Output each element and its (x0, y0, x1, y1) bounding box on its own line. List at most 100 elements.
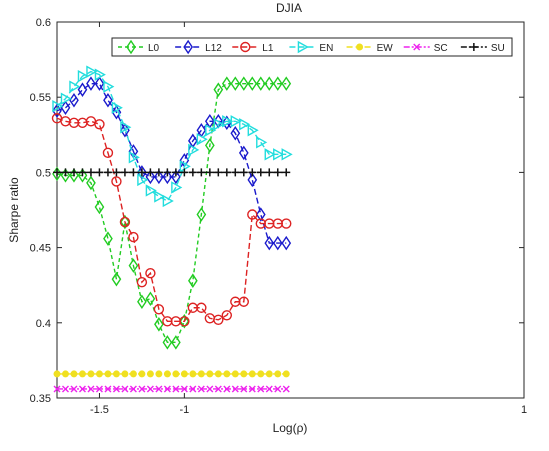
point-l12 (69, 92, 79, 108)
point-ew (248, 370, 256, 378)
point-l0 (77, 168, 88, 183)
legend-label: SU (491, 43, 505, 54)
point-en (264, 148, 276, 161)
point-en (188, 143, 200, 157)
point-l0 (69, 168, 79, 183)
point-ew (112, 370, 120, 378)
point-en (69, 80, 81, 93)
point-l0 (60, 168, 71, 183)
point-l1 (119, 216, 131, 228)
point-l1 (128, 231, 139, 243)
legend-item-l0: L0 (118, 39, 160, 55)
x-tick-label: 1 (521, 404, 527, 416)
point-su (69, 168, 78, 177)
point-su (53, 168, 61, 177)
point-l0 (281, 76, 292, 91)
legend-label: SC (434, 43, 448, 54)
point-sc (223, 385, 231, 393)
point-l12 (52, 103, 62, 118)
point-sc (282, 385, 290, 393)
point-l0 (255, 76, 266, 91)
legend-marker (413, 43, 421, 51)
point-l0 (272, 76, 283, 91)
point-sc (146, 385, 154, 393)
point-l12 (238, 145, 249, 161)
legend-label: L0 (148, 43, 160, 54)
legend-item-ew: EW (346, 43, 393, 54)
plot-area (56, 21, 525, 399)
point-su (222, 168, 231, 177)
y-tick-label: 0.5 (36, 167, 51, 179)
point-l0 (94, 199, 105, 215)
point-en (196, 133, 208, 146)
point-l1 (238, 296, 250, 307)
point-l12 (264, 235, 275, 251)
point-su (61, 168, 70, 177)
point-en (239, 118, 251, 131)
y-tick-label: 0.35 (30, 393, 51, 405)
point-su (146, 168, 155, 177)
legend-marker (240, 41, 251, 53)
point-su (86, 168, 95, 177)
point-l12 (171, 169, 181, 185)
point-en (145, 184, 157, 197)
point-su (239, 168, 248, 177)
point-l0 (230, 76, 241, 91)
point-ew (163, 370, 171, 378)
point-l0 (221, 76, 232, 91)
point-su (163, 168, 172, 177)
legend-label: L12 (205, 43, 222, 54)
point-en (230, 115, 242, 128)
point-su (154, 168, 163, 177)
point-ew (257, 370, 265, 378)
point-l0 (137, 294, 147, 310)
point-l12 (281, 235, 292, 251)
point-su (129, 168, 138, 177)
point-l0 (103, 231, 113, 246)
legend-item-l12: L12 (175, 39, 222, 55)
point-sc (61, 385, 69, 393)
legend-marker (469, 43, 478, 51)
point-su (265, 168, 274, 177)
point-ew (240, 370, 248, 378)
point-ew (138, 370, 146, 378)
point-en (247, 124, 259, 137)
point-l0 (128, 258, 139, 273)
point-l0 (111, 271, 122, 287)
point-sc (138, 385, 146, 393)
point-sc (112, 385, 120, 393)
point-ew (121, 370, 129, 378)
point-sc (129, 385, 137, 393)
point-l1 (102, 147, 114, 159)
point-sc (265, 385, 273, 393)
point-l12 (77, 82, 88, 97)
point-l12 (247, 172, 258, 188)
point-en (281, 148, 293, 161)
point-su (256, 168, 265, 177)
point-sc (197, 385, 205, 393)
point-sc (206, 385, 214, 393)
point-l0 (179, 314, 190, 329)
x-axis-label: Log(ρ) (273, 421, 308, 435)
point-l12 (272, 235, 283, 251)
point-l1 (111, 176, 122, 187)
point-ew (206, 370, 214, 378)
point-su (231, 168, 240, 177)
point-l1 (145, 267, 156, 279)
point-ew (274, 370, 282, 378)
point-su (248, 168, 257, 177)
series-sc (53, 385, 290, 393)
y-tick-label: 0.45 (30, 243, 51, 255)
y-tick-label: 0.6 (36, 17, 51, 29)
point-ew (197, 370, 205, 378)
legend-item-en: EN (289, 40, 333, 54)
series-l0 (52, 76, 292, 350)
point-l1 (136, 276, 148, 288)
point-l1 (213, 314, 224, 325)
point-ew (146, 370, 154, 378)
point-l12 (230, 126, 241, 141)
point-sc (231, 385, 239, 393)
legend: L0 L12 L1 EN EW SC SU (111, 37, 513, 57)
point-l0 (264, 76, 275, 91)
point-sc (87, 385, 95, 393)
